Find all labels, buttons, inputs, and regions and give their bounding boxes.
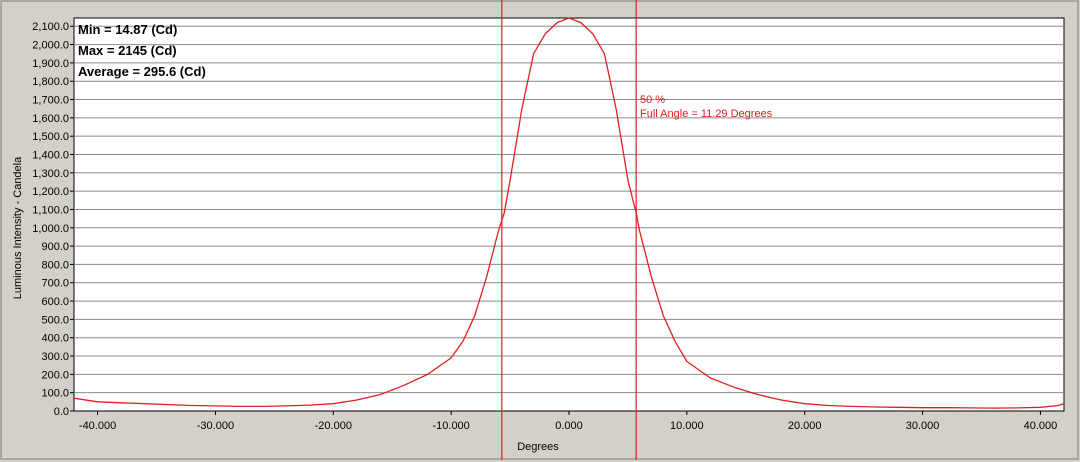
y-tick-label: 400.0 — [41, 333, 69, 345]
y-tick-label: 900.0 — [41, 241, 69, 253]
y-tick-label: 1,900.0 — [32, 58, 69, 70]
y-tick-label: 700.0 — [41, 278, 69, 290]
x-tick-label: 10.000 — [670, 420, 704, 432]
annotation-percent: 50 % — [640, 94, 665, 106]
y-tick-label: 0.0 — [54, 406, 69, 418]
y-tick-label: 500.0 — [41, 314, 69, 326]
y-tick-label: 300.0 — [41, 351, 69, 363]
y-tick-label: 1,400.0 — [32, 149, 69, 161]
annotation-full-angle: Full Angle = 11.29 Degrees — [640, 108, 773, 120]
y-tick-label: 100.0 — [41, 388, 69, 400]
y-tick-label: 800.0 — [41, 259, 69, 271]
stat-average: Average = 295.6 (Cd) — [78, 64, 206, 79]
series-layer — [73, 17, 1065, 409]
x-tick-label: -40.000 — [79, 420, 116, 432]
x-tick-label: -20.000 — [315, 420, 352, 432]
y-tick-label: 1,100.0 — [32, 204, 69, 216]
x-axis-label: Degrees — [517, 441, 559, 453]
y-tick-label: 2,100.0 — [32, 21, 69, 33]
x-tick-label: 30.000 — [906, 420, 940, 432]
x-tick-label: 20.000 — [788, 420, 822, 432]
marker-lines — [501, 0, 637, 460]
stat-min: Min = 14.87 (Cd) — [78, 22, 177, 37]
y-tick-label: 1,700.0 — [32, 95, 69, 107]
y-axis: 0.0 100.0 200.0 300.0 400.0 500.0 600.0 700.0 80… — [32, 21, 74, 418]
y-tick-label: 1,300.0 — [32, 168, 69, 180]
x-tick-label: -30.000 — [197, 420, 234, 432]
x-tick-label: -10.000 — [432, 420, 469, 432]
plot-area — [73, 17, 1065, 412]
x-tick-label: 40.000 — [1024, 420, 1058, 432]
gridlines — [74, 25, 1064, 394]
y-tick-label: 1,600.0 — [32, 113, 69, 125]
y-tick-label: 1,200.0 — [32, 186, 69, 198]
y-tick-label: 1,800.0 — [32, 76, 69, 88]
x-axis: -40.000 -30.000 -20.000 -10.000 0.000 10.000 2… — [79, 411, 1057, 432]
y-tick-label: 600.0 — [41, 296, 69, 308]
y-tick-label: 2,000.0 — [32, 40, 69, 52]
stat-max: Max = 2145 (Cd) — [78, 43, 177, 58]
y-tick-label: 1,500.0 — [32, 131, 69, 143]
intensity-curve — [73, 17, 1065, 409]
y-tick-label: 1,000.0 — [32, 223, 69, 235]
y-axis-label: Luminous Intensity - Candela — [12, 156, 24, 299]
x-tick-label: 0.000 — [555, 420, 583, 432]
y-tick-label: 200.0 — [41, 369, 69, 381]
